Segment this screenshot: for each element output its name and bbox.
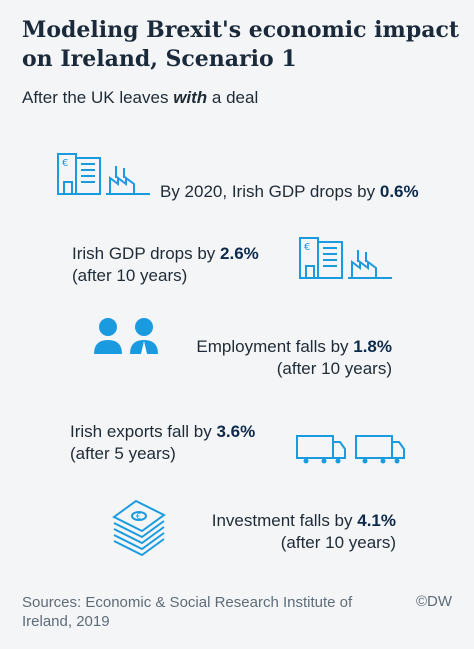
item-text: Irish GDP drops by bbox=[72, 244, 221, 263]
svg-text:€: € bbox=[136, 512, 141, 521]
item-gdp-2020: By 2020, Irish GDP drops by 0.6% bbox=[160, 181, 419, 203]
subtitle: After the UK leaves with a deal bbox=[22, 88, 258, 108]
item-investment: Investment falls by 4.1% (after 10 years… bbox=[150, 510, 396, 554]
item-employment: Employment falls by 1.8% (after 10 years… bbox=[150, 336, 392, 380]
item-value: 3.6% bbox=[216, 422, 256, 441]
item-period: (after 10 years) bbox=[280, 533, 396, 552]
sources-note: Sources: Economic & Social Research Inst… bbox=[22, 594, 353, 630]
item-period: (after 10 years) bbox=[72, 266, 188, 285]
item-text: Investment falls by bbox=[211, 511, 358, 530]
banknotes-icon: € bbox=[112, 499, 166, 557]
item-value: 2.6% bbox=[220, 244, 259, 263]
item-period: (after 5 years) bbox=[70, 444, 176, 463]
office-factory-icon: € bbox=[57, 153, 150, 195]
people-icon bbox=[94, 318, 158, 354]
subtitle-prefix: After the UK leaves bbox=[22, 88, 174, 107]
item-value: 4.1% bbox=[357, 511, 396, 530]
trucks-icon bbox=[296, 435, 405, 464]
item-text: Irish exports fall by bbox=[70, 422, 217, 441]
item-text: Employment falls by bbox=[196, 337, 354, 356]
office-factory-icon: € bbox=[299, 237, 392, 279]
item-period: (after 10 years) bbox=[276, 359, 392, 378]
subtitle-emphasis: with bbox=[173, 88, 208, 107]
item-value: 0.6% bbox=[379, 182, 419, 201]
svg-text:€: € bbox=[62, 158, 68, 169]
copyright: ©DW bbox=[415, 593, 452, 610]
item-gdp-10y: Irish GDP drops by 2.6% (after 10 years) bbox=[72, 243, 259, 287]
item-exports: Irish exports fall by 3.6% (after 5 year… bbox=[70, 421, 255, 465]
svg-text:€: € bbox=[304, 242, 310, 253]
item-value: 1.8% bbox=[353, 337, 392, 356]
item-text: By 2020, Irish GDP drops by bbox=[160, 182, 380, 201]
subtitle-suffix: a deal bbox=[207, 88, 259, 107]
page-title: Modeling Brexit's economic impact on Ire… bbox=[22, 17, 460, 72]
